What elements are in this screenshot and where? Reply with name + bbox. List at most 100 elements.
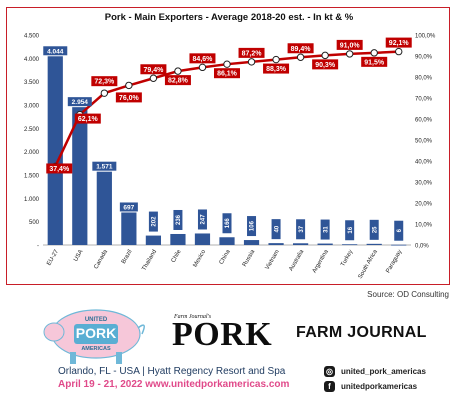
category-label: Chile <box>171 248 183 263</box>
line-value-label: 87,2% <box>242 50 263 57</box>
source-note: Source: OD Consulting <box>367 290 449 299</box>
bar-label-box <box>173 209 183 230</box>
line-value-label: 89,4% <box>291 46 312 53</box>
bar-value-label: 6 <box>397 228 403 232</box>
cumulative-point <box>174 67 182 75</box>
line-label-box <box>238 47 265 58</box>
bar-value-label: 1.571 <box>96 164 113 171</box>
bar-value-label: 166 <box>225 218 231 229</box>
logo-text-pork: PORK <box>76 325 116 341</box>
category-label: South Africa <box>358 248 380 280</box>
logo-text-united: UNITED <box>85 317 108 323</box>
category-label: Mexico <box>192 248 207 268</box>
bar-value-label: 40 <box>274 225 280 232</box>
line-value-label: 92,1% <box>389 40 410 47</box>
y2-tick-label: 90,0% <box>415 55 433 61</box>
bar-vietnam <box>268 243 284 245</box>
bar-label-box <box>148 211 158 232</box>
bar-label-box <box>345 220 355 241</box>
bar-value-label: 37 <box>299 225 305 232</box>
category-label: Vietnam <box>265 249 281 271</box>
y2-tick-label: 70,0% <box>415 97 433 103</box>
category-label: Canada <box>93 248 109 270</box>
event-dates-url[interactable]: April 19 - 21, 2022 www.unitedporkameric… <box>58 379 290 390</box>
y2-tick-label: 30,0% <box>415 181 433 187</box>
facebook-handle: unitedporkamericas <box>341 382 418 391</box>
bar-label-box <box>271 219 281 240</box>
y-tick-label: 3.000 <box>24 104 40 110</box>
bar-usa <box>72 107 88 245</box>
y-tick-label: 2.500 <box>24 127 40 133</box>
y-tick-label: 1.000 <box>24 197 40 203</box>
bar-paraguay <box>391 244 407 246</box>
line-label-box <box>74 113 101 124</box>
line-label-box <box>361 56 388 67</box>
y-tick-label: 4.500 <box>24 34 40 40</box>
line-value-label: 82,8% <box>168 78 189 85</box>
cumulative-point <box>198 63 207 72</box>
bar-label-box <box>296 219 306 240</box>
bar-value-label: 16 <box>348 226 354 233</box>
bar-label-box <box>197 209 207 230</box>
chart-title: Pork - Main Exporters - Average 2018-20 … <box>105 12 354 23</box>
cumulative-point <box>345 50 354 58</box>
farm-journal-logo: FARM JOURNAL <box>296 324 427 341</box>
united-pork-americas-logo: UNITED PORK AMERICAS <box>30 304 155 366</box>
chart-frame: Pork - Main Exporters - Average 2018-20 … <box>6 7 450 285</box>
bar-label-box <box>222 213 232 234</box>
bar-label-box <box>394 220 404 241</box>
cumulative-point <box>100 89 109 97</box>
y2-tick-label: 20,0% <box>415 202 433 208</box>
category-label: Turkey <box>340 249 354 268</box>
bar-label-box <box>119 202 138 212</box>
pork-magazine-logo: Farm Journal's PORK <box>172 304 282 354</box>
instagram-link[interactable]: ◎ united_pork_americas <box>324 364 426 379</box>
line-value-label: 91,5% <box>364 59 385 66</box>
bar-thailand <box>145 235 162 245</box>
line-value-label: 37,4% <box>49 166 70 173</box>
event-location: Orlando, FL - USA | Hyatt Regency Resort… <box>58 366 286 377</box>
pork-wordmark: PORK <box>172 316 273 353</box>
bar-value-label: 31 <box>323 226 329 233</box>
cumulative-point <box>321 51 329 60</box>
bar-argentina <box>317 243 333 245</box>
category-label: Argentina <box>312 248 330 274</box>
facebook-icon: f <box>324 381 335 392</box>
category-label: EU-27 <box>46 248 60 266</box>
y-tick-label: 1.500 <box>24 174 40 180</box>
bar-label-box <box>43 46 68 56</box>
y2-tick-label: 40,0% <box>415 160 433 166</box>
social-links: ◎ united_pork_americas f unitedporkameri… <box>324 364 426 394</box>
category-label: Thailand <box>141 249 158 272</box>
cumulative-point <box>272 55 280 64</box>
y2-tick-label: 50,0% <box>415 139 433 145</box>
line-label-box <box>164 75 191 86</box>
y2-tick-label: 60,0% <box>415 118 433 124</box>
bar-value-label: 4.044 <box>47 48 64 55</box>
cumulative-point <box>370 49 378 57</box>
event-footer: UNITED PORK AMERICAS Farm Journal's PORK… <box>0 300 457 400</box>
facebook-link[interactable]: f unitedporkamericas <box>324 379 426 394</box>
bar-eu-27 <box>47 56 63 245</box>
line-label-box <box>115 92 142 103</box>
bar-south-africa <box>366 243 382 245</box>
category-label: Paraguay <box>385 249 403 274</box>
line-value-label: 76,0% <box>119 95 140 102</box>
y2-tick-label: 0,0% <box>415 244 429 250</box>
line-value-label: 84,6% <box>193 56 214 63</box>
bar-value-label: 236 <box>176 214 182 225</box>
line-label-box <box>91 76 118 87</box>
instagram-handle: united_pork_americas <box>341 367 426 376</box>
pork-exporters-chart: Pork - Main Exporters - Average 2018-20 … <box>24 12 436 280</box>
bar-mexico <box>194 233 211 245</box>
line-label-box <box>263 63 290 74</box>
bar-brazil <box>121 212 137 245</box>
logo-text-americas: AMERICAS <box>81 346 111 352</box>
y-tick-label: 2.000 <box>24 150 40 156</box>
bar-label-box <box>369 219 379 240</box>
category-label: Brazil <box>121 249 134 265</box>
bar-value-label: 2.954 <box>72 99 89 106</box>
line-label-box <box>385 37 412 48</box>
line-value-label: 88,3% <box>266 66 287 73</box>
bar-value-label: 202 <box>152 216 158 227</box>
